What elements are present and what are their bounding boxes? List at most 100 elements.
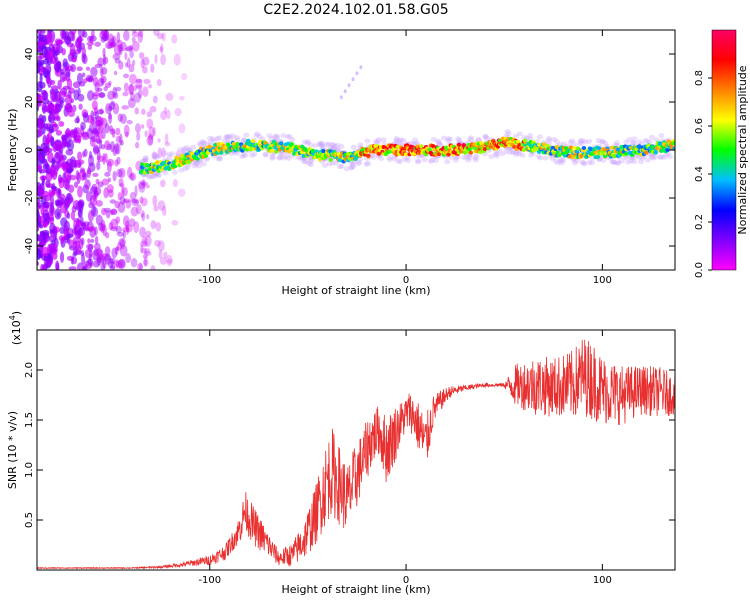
spectrogram-noise-blob — [140, 197, 148, 207]
spectrogram-halo — [286, 134, 293, 140]
spectrogram-halo — [644, 138, 651, 144]
spectrogram-ridge-cell — [337, 158, 343, 163]
spectrogram-noise-blob — [181, 72, 188, 81]
spectrogram-noise-blob — [123, 73, 130, 79]
spectrogram-noise-blob — [102, 153, 106, 165]
spectrogram-ridge-cell — [572, 146, 577, 151]
snr-line — [37, 339, 675, 570]
spectrogram-noise-blob — [63, 35, 71, 45]
spectrogram-noise-blob — [78, 132, 83, 138]
spectrogram-halo — [211, 138, 218, 144]
spectrogram-noise-blob — [107, 90, 115, 100]
spectrogram-noise-blob — [154, 239, 161, 247]
y-tick-label: 1.0 — [24, 462, 35, 478]
spectrogram-noise-blob — [108, 113, 112, 120]
spectrogram-noise-blob — [115, 216, 121, 224]
spectrogram-ridge-cell — [321, 149, 326, 154]
spectrogram-noise-blob — [118, 237, 126, 247]
snr-series-line — [37, 339, 675, 570]
spectrogram-halo — [557, 156, 564, 162]
spectrogram-noise-blob — [126, 57, 131, 69]
spectrogram-halo — [636, 139, 643, 145]
spectrogram-noise-blob — [45, 137, 50, 145]
spectrogram-halo — [600, 157, 607, 163]
spectrogram-noise-blob — [133, 84, 137, 92]
spectrogram-noise-blob — [38, 131, 43, 137]
spectrogram-halo — [505, 131, 512, 137]
spectrogram-noise-blob — [38, 169, 47, 174]
spectrogram-noise-blob — [75, 38, 82, 50]
spectrogram-halo — [285, 156, 292, 162]
spectrogram-noise-blob — [96, 160, 101, 171]
spectrogram-ridge-cell — [536, 142, 542, 147]
spectrogram-noise-blob — [146, 118, 154, 129]
spectrogram-halo — [542, 155, 549, 161]
spectrogram-ridge-cell — [289, 142, 295, 147]
spectrogram-noise-blob — [105, 210, 111, 219]
spectrogram-halo — [445, 138, 452, 144]
spectrogram-noise-blob — [95, 135, 101, 144]
spectrogram-noise-blob — [106, 143, 113, 151]
spectrogram-noise-blob — [94, 41, 101, 47]
spectrogram-noise-blob — [66, 199, 70, 208]
spectrogram-noise-blob — [85, 66, 91, 71]
spectrogram-halo — [280, 133, 287, 139]
spectrogram-halo — [199, 139, 206, 145]
spectrogram-halo — [363, 161, 370, 167]
spectrogram-halo — [499, 151, 506, 157]
spectrogram-noise-blob — [66, 42, 74, 48]
spectrogram-noise-blob — [116, 39, 123, 48]
spectrogram-ridge-cell — [307, 146, 312, 151]
spectrogram-halo — [493, 149, 500, 155]
spectrogram-noise-blob — [103, 187, 109, 199]
spectrogram-noise-blob — [38, 215, 44, 224]
spectrogram-noise-blob — [135, 84, 143, 90]
spectrogram-halo — [415, 158, 422, 164]
spectrogram-ridge-cell — [456, 142, 462, 147]
spectrogram-halo — [171, 169, 178, 175]
spectrogram-noise-blob — [140, 58, 145, 69]
spectrogram-noise-blob — [115, 246, 120, 252]
spectrogram-faint-feature — [339, 95, 343, 100]
spectrogram-noise-blob — [142, 56, 150, 66]
snr-x-axis-label: Height of straight line (km) — [281, 583, 430, 596]
spectrogram-halo — [483, 136, 490, 142]
spectrogram-noise-blob — [178, 123, 186, 134]
spectrogram-noise-blob — [76, 115, 80, 124]
spectrogram-ridge-cell — [644, 150, 649, 155]
spectrogram-halo — [599, 139, 606, 145]
spectrogram-noise-blob — [49, 136, 55, 147]
spectrogram-noise-blob — [45, 164, 50, 170]
x-tick-label: 0 — [403, 275, 409, 286]
spectrogram-noise-blob — [60, 68, 65, 75]
spectrogram-ridge-cell — [588, 147, 594, 152]
spectrogram-noise-blob — [50, 89, 57, 102]
spectrogram-faint-feature — [351, 77, 355, 82]
spectrogram-halo — [256, 134, 263, 140]
spectrogram-halo — [648, 134, 655, 140]
spectrogram-noise-blob — [55, 49, 61, 56]
spectrogram-halo — [278, 150, 285, 156]
spectrogram-halo — [301, 139, 308, 145]
spectrogram-noise-blob — [48, 213, 55, 225]
spectrogram-noise-blob — [110, 218, 119, 230]
spectrogram-halo — [579, 159, 586, 165]
spectrogram-noise-blob — [152, 95, 158, 104]
spectrogram-halo — [141, 158, 148, 164]
spectrogram-noise-blob — [65, 149, 74, 156]
spectrogram-ridge-cell — [249, 143, 254, 148]
spectrogram-noise-blob — [76, 262, 85, 270]
spectrogram-halo — [386, 157, 393, 163]
spectrogram-noise-blob — [174, 107, 182, 117]
colorbar-tick-label: 0.0 — [694, 262, 705, 278]
spectrogram-halo — [493, 153, 500, 159]
spectrogram-halo — [465, 157, 472, 163]
spectrogram-noise-blob — [128, 83, 135, 95]
spectrogram-halo — [280, 155, 287, 161]
spectrogram-noise-blob — [101, 33, 109, 42]
spectrogram-halo — [297, 156, 304, 162]
spectrogram-noise-blob — [109, 128, 116, 135]
spectrogram-halo — [349, 161, 356, 167]
spectrogram-halo — [178, 167, 185, 173]
spectrogram-noise-blob — [97, 181, 104, 188]
